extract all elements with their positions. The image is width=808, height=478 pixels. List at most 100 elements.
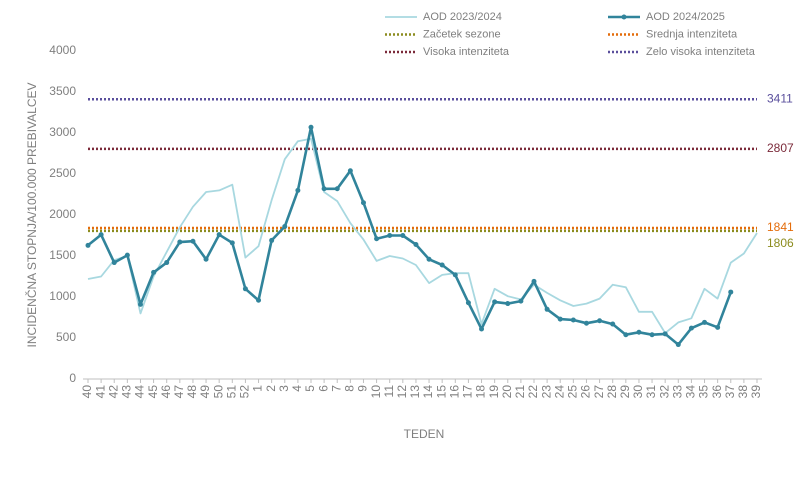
- point: [400, 233, 406, 238]
- legend-label: AOD 2024/2025: [646, 11, 725, 23]
- point: [492, 299, 498, 305]
- x-tick-label: 16: [447, 385, 461, 399]
- x-tick-label: 32: [657, 385, 671, 399]
- x-tick-label: 26: [579, 385, 593, 399]
- point: [452, 272, 458, 278]
- legend-label: AOD 2023/2024: [423, 11, 502, 23]
- y-axis-label: INCIDENČNA STOPNJA/100.000 PREBIVALCEV: [24, 83, 39, 348]
- x-tick-label: 10: [369, 385, 383, 399]
- x-tick-label: 51: [224, 385, 238, 399]
- point: [557, 316, 563, 322]
- point: [177, 239, 183, 245]
- x-tick-label: 5: [303, 385, 317, 392]
- point: [570, 317, 576, 323]
- x-tick-label: 20: [500, 385, 514, 399]
- point: [374, 236, 380, 242]
- x-tick-label: 34: [684, 385, 698, 399]
- x-tick-label: 22: [526, 385, 540, 399]
- x-tick-label: 25: [566, 385, 580, 399]
- x-tick-label: 3: [277, 385, 291, 392]
- x-tick-label: 4: [290, 385, 304, 392]
- point: [98, 232, 104, 238]
- point: [111, 260, 117, 266]
- x-tick-label: 7: [329, 385, 343, 392]
- legend-label: Začetek sezone: [423, 28, 501, 40]
- x-tick-label: 40: [80, 385, 94, 399]
- reference-label: 1806: [767, 236, 794, 250]
- x-tick-label: 13: [408, 385, 422, 399]
- x-tick-label: 42: [106, 385, 120, 399]
- point: [610, 321, 616, 327]
- x-tick-label: 23: [539, 385, 553, 399]
- point: [137, 301, 143, 307]
- x-tick-label: 12: [395, 385, 409, 399]
- point: [334, 186, 340, 192]
- point: [360, 200, 366, 206]
- point: [702, 319, 708, 325]
- x-tick-label: 41: [93, 385, 107, 399]
- point: [308, 124, 314, 130]
- point: [216, 232, 222, 238]
- series-line: [87, 126, 733, 346]
- legend-label: Visoka intenziteta: [423, 46, 510, 58]
- x-tick-label: 45: [146, 385, 160, 399]
- x-tick-label: 11: [382, 385, 396, 398]
- point: [242, 286, 248, 292]
- point: [531, 278, 537, 284]
- x-tick-label: 29: [618, 385, 632, 399]
- reference-label: 3411: [767, 91, 793, 105]
- x-tick-label: 50: [211, 385, 225, 399]
- y-tick-label: 3000: [49, 125, 76, 139]
- x-tick-label: 43: [120, 385, 134, 399]
- x-tick-label: 52: [238, 385, 252, 399]
- y-tick-label: 4000: [49, 43, 76, 57]
- x-tick-label: 36: [710, 385, 724, 399]
- point: [623, 332, 629, 338]
- point: [124, 252, 130, 258]
- y-tick-label: 3500: [49, 84, 76, 98]
- point: [728, 289, 734, 295]
- x-tick-label: 39: [749, 385, 763, 399]
- x-tick-label: 1: [251, 385, 265, 392]
- legend-label: Zelo visoka intenziteta: [646, 46, 756, 58]
- point: [85, 242, 91, 248]
- x-tick-label: 6: [316, 385, 330, 392]
- reference-label: 2807: [767, 141, 794, 155]
- point: [715, 324, 721, 330]
- point: [426, 256, 432, 262]
- x-tick-label: 19: [487, 385, 501, 399]
- y-tick-label: 500: [56, 330, 76, 344]
- y-tick-label: 1500: [49, 248, 76, 262]
- point: [439, 262, 445, 268]
- y-tick-label: 2000: [49, 207, 76, 221]
- legend-marker: [621, 14, 627, 20]
- x-tick-label: 17: [461, 385, 475, 399]
- point: [151, 269, 157, 275]
- point: [688, 325, 694, 331]
- x-tick-label: 31: [644, 385, 658, 399]
- point: [282, 223, 288, 229]
- point: [256, 297, 262, 303]
- point: [636, 329, 642, 335]
- point: [544, 306, 550, 312]
- point: [387, 233, 393, 238]
- x-tick-label: 27: [592, 385, 606, 399]
- point: [675, 342, 681, 348]
- x-axis-label: TEDEN: [404, 427, 445, 441]
- point: [583, 320, 589, 326]
- x-tick-label: 30: [631, 385, 645, 399]
- point: [505, 301, 511, 307]
- x-tick-label: 8: [343, 385, 357, 392]
- x-tick-label: 37: [723, 385, 737, 399]
- series-line: [87, 137, 758, 334]
- x-tick-label: 28: [605, 385, 619, 399]
- x-tick-label: 24: [552, 385, 566, 399]
- point: [295, 187, 301, 193]
- x-tick-label: 47: [172, 385, 186, 399]
- y-tick-label: 1000: [49, 289, 76, 303]
- point: [347, 168, 353, 174]
- point: [649, 332, 655, 338]
- point: [465, 300, 471, 306]
- y-tick-label: 0: [69, 371, 76, 385]
